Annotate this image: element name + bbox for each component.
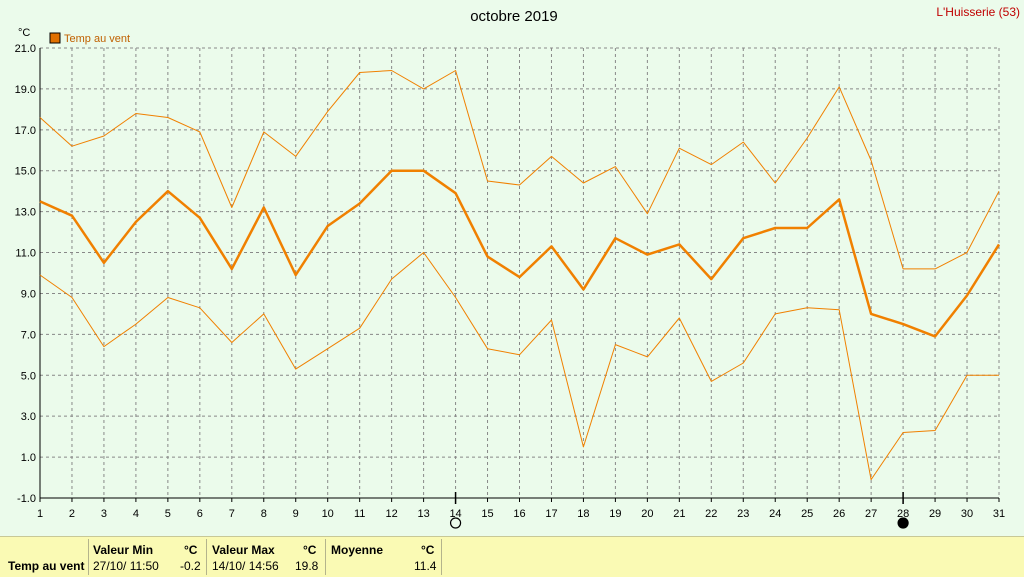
avg-value: 11.4	[414, 559, 437, 573]
x-tick-label: 26	[833, 508, 845, 520]
chart-title: octobre 2019	[470, 8, 558, 25]
y-tick-label: 7.0	[21, 329, 36, 341]
y-tick-label: 21.0	[15, 43, 36, 55]
y-tick-label: 3.0	[21, 411, 36, 423]
x-tick-label: 13	[417, 508, 429, 520]
x-tick-label: 14	[449, 508, 461, 520]
max-unit: °C	[303, 543, 317, 557]
x-tick-label: 10	[322, 508, 334, 520]
y-tick-label: 19.0	[15, 84, 36, 96]
x-tick-label: 7	[229, 508, 235, 520]
x-tick-label: 17	[545, 508, 557, 520]
avg-unit: °C	[421, 543, 435, 557]
stats-divider	[88, 539, 89, 575]
temperature-chart: octobre 2019 L'Huisserie (53) °C Temp au…	[15, 5, 1020, 529]
x-tick-label: 1	[37, 508, 43, 520]
x-tick-label: 20	[641, 508, 653, 520]
station-name: L'Huisserie (53)	[936, 5, 1020, 19]
mean-temperature-line	[39, 169, 1001, 338]
y-tick-label: 9.0	[21, 288, 36, 300]
max-date: 14/10/ 14:56	[212, 559, 279, 573]
x-tick-label: 12	[386, 508, 398, 520]
x-tick-label: 31	[993, 508, 1005, 520]
y-tick-label: 13.0	[15, 207, 36, 219]
axes: -1.0 1.0 3.0 5.0 7.0 9.0 11.0 13.0 15.0 17.0 19.0 2…	[15, 43, 1006, 520]
x-tick-label: 24	[769, 508, 781, 520]
max-temperature-line	[39, 70, 1000, 270]
y-axis-unit: °C	[18, 27, 30, 39]
x-tick-label: 30	[961, 508, 973, 520]
legend-swatch	[49, 32, 61, 44]
y-tick-label: 17.0	[15, 125, 36, 137]
stats-divider	[441, 539, 442, 575]
grid	[40, 47, 1000, 498]
x-tick-label: 2	[69, 508, 75, 520]
x-tick-label: 21	[673, 508, 685, 520]
min-value: -0.2	[180, 559, 201, 573]
series-lines	[39, 70, 1001, 481]
x-tick-label: 29	[929, 508, 941, 520]
y-tick-label: 5.0	[21, 370, 36, 382]
x-tick-label: 23	[737, 508, 749, 520]
x-tick-label: 4	[133, 508, 139, 520]
avg-header: Moyenne	[331, 543, 384, 557]
full-moon-icon	[897, 517, 909, 529]
x-tick-label: 6	[197, 508, 203, 520]
x-tick-label: 22	[705, 508, 717, 520]
x-tick-label: 3	[101, 508, 107, 520]
moon-markers	[449, 492, 909, 529]
x-tick-label: 11	[354, 508, 365, 520]
x-tick-label: 16	[513, 508, 525, 520]
stats-row-label: Temp au vent	[8, 559, 85, 573]
min-unit: °C	[184, 543, 198, 557]
x-tick-label: 9	[293, 508, 299, 520]
new-moon-icon	[449, 517, 462, 529]
x-tick-label: 28	[897, 508, 909, 520]
y-tick-label: 11.0	[15, 248, 36, 260]
min-header: Valeur Min	[93, 543, 154, 557]
x-tick-label: 25	[801, 508, 813, 520]
max-value: 19.8	[295, 559, 319, 573]
stats-panel: Temp au vent Valeur Min °C 27/10/ 11:50 …	[0, 536, 1024, 577]
min-date: 27/10/ 11:50	[93, 559, 159, 573]
max-header: Valeur Max	[212, 543, 275, 557]
min-temperature-line	[39, 252, 999, 481]
x-tick-label: 27	[865, 508, 877, 520]
x-tick-label: 15	[481, 508, 493, 520]
y-tick-label: 15.0	[15, 166, 36, 178]
x-tick-label: 8	[261, 508, 267, 520]
stats-divider	[206, 539, 207, 575]
y-tick-label: 1.0	[21, 452, 36, 464]
x-tick-label: 18	[577, 508, 589, 520]
stats-divider	[325, 539, 326, 575]
x-tick-label: 5	[165, 508, 171, 520]
legend-label: Temp au vent	[64, 33, 130, 45]
x-tick-label: 19	[609, 508, 621, 520]
y-tick-label: -1.0	[17, 493, 36, 505]
